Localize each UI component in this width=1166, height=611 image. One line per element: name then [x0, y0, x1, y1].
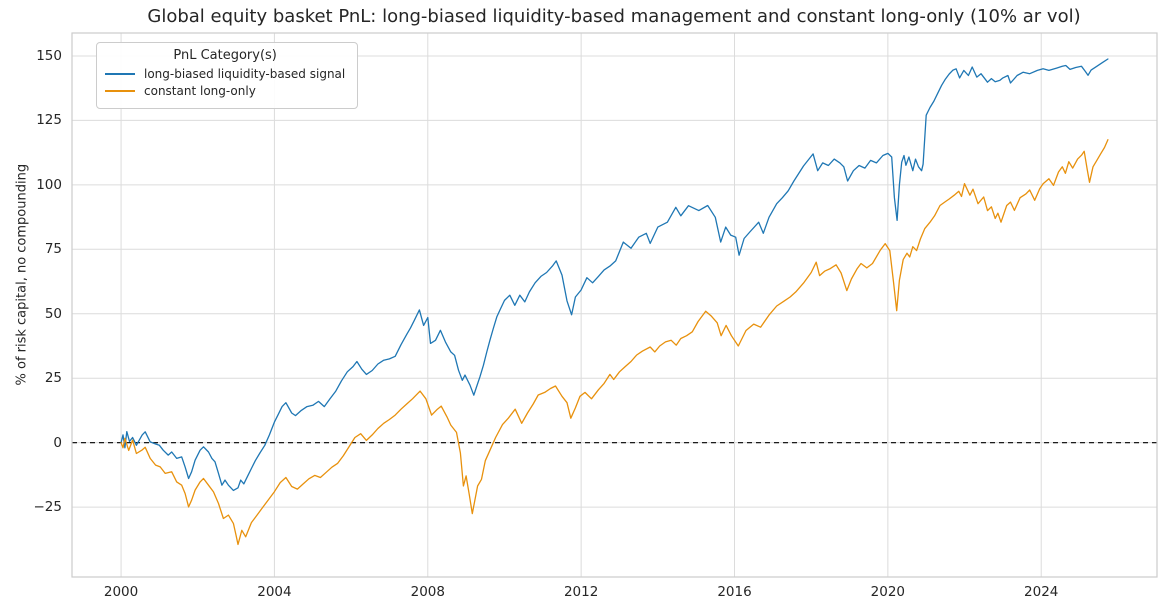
series-line-long-only [120, 139, 1109, 546]
x-tick-label: 2004 [257, 584, 292, 600]
x-tick-label: 2024 [1024, 584, 1059, 600]
chart-title: Global equity basket PnL: long-biased li… [147, 6, 1081, 27]
y-tick-label: 75 [44, 241, 62, 258]
x-tick-label: 2020 [870, 584, 906, 600]
axes-spines [71, 32, 1158, 578]
x-tick-label: 2000 [103, 584, 139, 600]
plot-area [72, 33, 1157, 577]
y-tick-label: 100 [36, 176, 62, 193]
series-line-liquidity-signal [120, 58, 1109, 492]
x-tick-label: 2012 [563, 584, 599, 600]
y-tick-label: 125 [36, 112, 62, 129]
y-tick-label: −25 [33, 499, 63, 516]
x-tick-label: 2016 [717, 584, 752, 600]
y-tick-label: 150 [36, 47, 62, 64]
legend-line-swatch-orange [105, 90, 135, 92]
legend-entry-liquidity-signal: long-biased liquidity-based signal [105, 67, 345, 81]
y-axis-label: % of risk capital, no compounding [14, 163, 30, 386]
x-tick-label: 2008 [410, 584, 445, 600]
legend-label: long-biased liquidity-based signal [144, 67, 346, 81]
y-tick-label: 25 [44, 370, 62, 387]
legend-line-swatch-blue [105, 73, 135, 75]
y-tick-label: 0 [53, 434, 62, 451]
legend: PnL Category(s) long-biased liquidity-ba… [96, 42, 359, 109]
legend-title: PnL Category(s) [173, 48, 277, 63]
y-tick-label: 50 [44, 305, 62, 322]
legend-entry-long-only: constant long-only [105, 84, 345, 98]
legend-label: constant long-only [144, 84, 256, 98]
